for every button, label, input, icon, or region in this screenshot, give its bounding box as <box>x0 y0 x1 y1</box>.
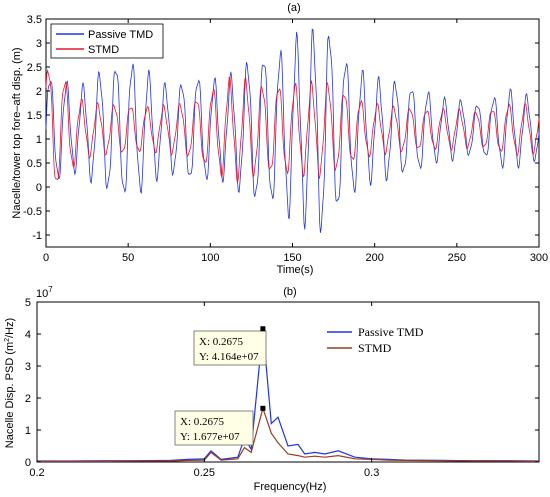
x-tick-label-a: 250 <box>448 252 466 264</box>
x-tick-label-b: 0.2 <box>29 467 44 479</box>
panel-a-label: (a) <box>287 2 300 14</box>
axes-a-ticks: 0 50 100 150 200 250 300 -1 -0.5 0 0.5 1 1.5 2 2.5 3 3.5 <box>23 14 548 264</box>
y-tick-label-a: 0.5 <box>27 158 42 170</box>
datatip-stmd-marker <box>260 405 266 411</box>
y-tick-label-a: 1 <box>36 134 42 146</box>
y-tick-label-b: 1 <box>25 425 31 437</box>
y-tick-label-b: 5 <box>25 297 31 309</box>
y-tick-label-a: 2.5 <box>27 62 42 74</box>
panel-a: (a) 0 50 100 150 200 250 300 -1 -0.5 0 0.5 1 1.5 2 2.5… <box>11 2 548 276</box>
x-tick-label-b: 0.3 <box>364 467 379 479</box>
y-tick-label-b: 0 <box>25 457 31 469</box>
x-tick-label-a: 100 <box>201 252 219 264</box>
series-a-passive-tmd-line <box>45 28 540 233</box>
y-tick-label-a: -0.5 <box>23 206 42 218</box>
y-tick-label-a: 1.5 <box>27 110 42 122</box>
datatip-stmd-box <box>174 410 254 446</box>
y-tick-label-b: 3 <box>25 361 31 373</box>
y-axis-a-label: Nacelle/tower top fore–aft disp. (m) <box>11 47 23 218</box>
datatip-stmd-y: Y: 1.677e+07 <box>180 431 240 443</box>
legend-a-label-passive: Passive TMD <box>88 29 153 41</box>
x-tick-label-a: 300 <box>530 252 548 264</box>
series-b-stmd-line <box>37 406 540 462</box>
x-tick-label-a: 50 <box>122 252 134 264</box>
datatip-stmd: X: 0.2675 Y: 1.677e+07 <box>174 405 266 446</box>
y-tick-label-a: 3.5 <box>27 14 42 26</box>
panel-b: (b) 107 0.2 0.25 0.3 0 1 2 3 4 5 Frequency(Hz) N… <box>4 285 540 493</box>
axes-b-ticks: 0.2 0.25 0.3 0 1 2 3 4 5 <box>25 297 539 479</box>
x-axis-a-label: Time(s) <box>277 264 314 276</box>
datatip-passive-box <box>193 330 267 366</box>
y-multiplier-b: 107 <box>36 285 53 300</box>
x-tick-label-b: 0.25 <box>194 467 215 479</box>
panel-b-label: (b) <box>283 286 296 298</box>
plot-b-frame <box>36 301 540 463</box>
x-tick-label-a: 150 <box>283 252 301 264</box>
legend-a: Passive TMD STMD <box>50 23 164 59</box>
legend-b: Passive TMD STMD <box>327 325 424 355</box>
datatip-passive-y: Y: 4.164e+07 <box>199 351 259 363</box>
y-tick-label-a: 3 <box>36 38 42 50</box>
y-tick-label-b: 4 <box>25 329 31 341</box>
legend-a-box <box>50 23 164 59</box>
x-tick-label-a: 200 <box>365 252 383 264</box>
y-tick-label-b: 2 <box>25 393 31 405</box>
y-axis-b-label: Nacelle Disp. PSD (m2/Hz) <box>4 318 16 448</box>
series-b-lines <box>37 328 540 462</box>
legend-b-label-stmd: STMD <box>358 341 392 355</box>
datatip-passive: X: 0.2675 Y: 4.164e+07 <box>193 326 267 366</box>
x-axis-b-label: Frequency(Hz) <box>254 481 327 493</box>
y-tick-label-a: 2 <box>36 86 42 98</box>
series-a-lines <box>45 28 540 233</box>
datatip-stmd-x: X: 0.2675 <box>180 416 225 428</box>
datatip-passive-marker <box>260 326 266 332</box>
x-tick-label-a: 0 <box>43 252 49 264</box>
datatip-passive-x: X: 0.2675 <box>199 336 244 348</box>
y-tick-label-a: 0 <box>36 182 42 194</box>
series-a-stmd-line <box>45 69 540 184</box>
legend-b-label-passive: Passive TMD <box>358 325 424 339</box>
y-tick-label-a: -1 <box>32 230 42 242</box>
legend-a-label-stmd: STMD <box>88 44 119 56</box>
